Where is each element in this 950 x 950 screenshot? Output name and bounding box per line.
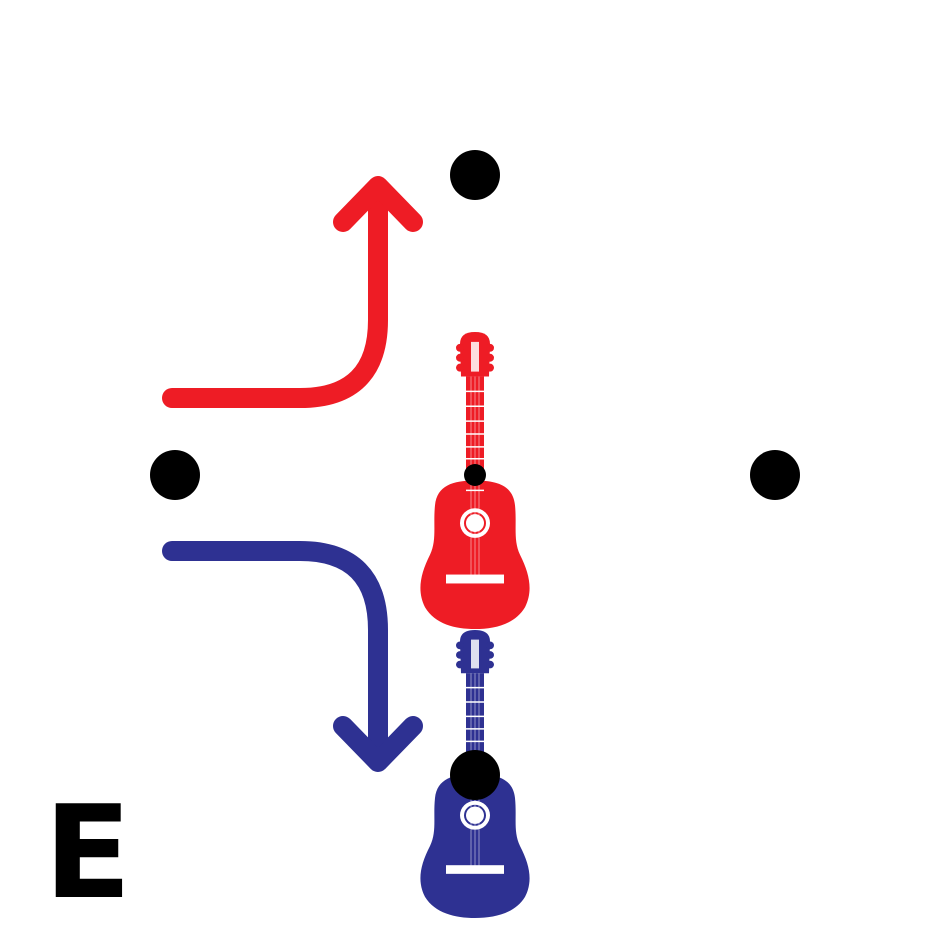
dot-bottom: [450, 750, 500, 800]
red-arrow-icon: [162, 180, 388, 408]
dot-top: [450, 150, 500, 200]
blue-arrowhead-icon: [333, 716, 423, 772]
panel-letter: E: [44, 779, 131, 928]
dot-left: [150, 450, 200, 500]
dot-right: [750, 450, 800, 500]
dot-center-small: [464, 464, 486, 486]
red-arrowhead-icon: [333, 176, 423, 232]
blue-arrow-icon: [162, 541, 388, 768]
